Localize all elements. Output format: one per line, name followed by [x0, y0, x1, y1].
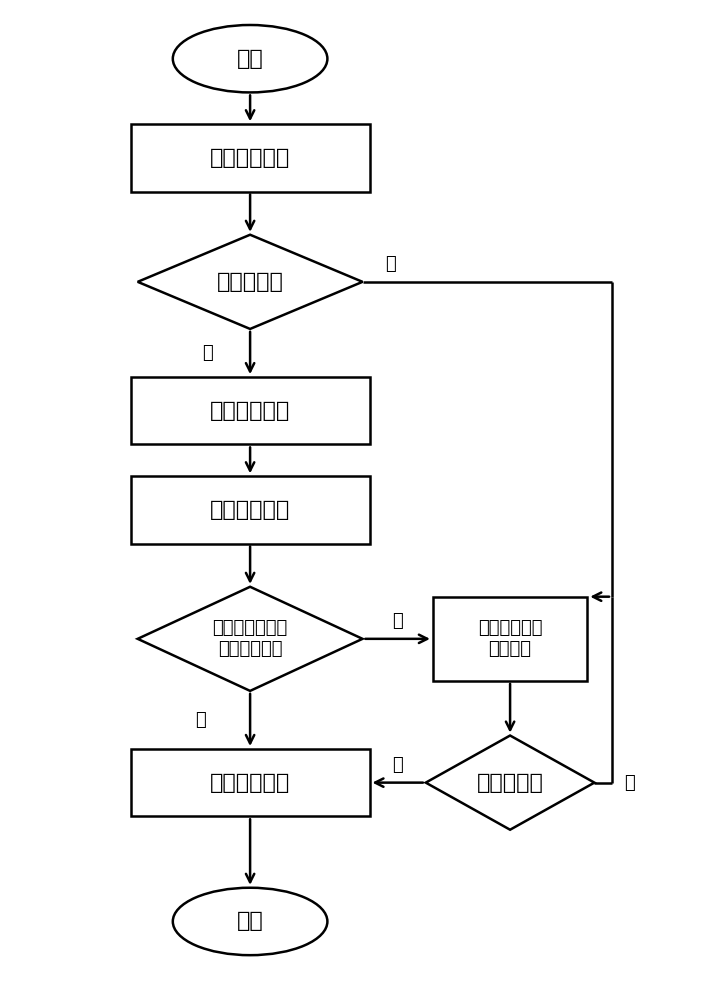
FancyBboxPatch shape	[131, 476, 370, 544]
Ellipse shape	[173, 25, 327, 92]
Text: 封堵气体管路: 封堵气体管路	[210, 401, 290, 421]
Text: 否: 否	[385, 255, 396, 273]
Polygon shape	[426, 736, 594, 830]
Text: 确认不良？: 确认不良？	[476, 773, 543, 793]
FancyBboxPatch shape	[433, 597, 587, 681]
Text: 是: 是	[203, 344, 213, 362]
Ellipse shape	[173, 888, 327, 955]
Polygon shape	[138, 587, 363, 691]
Text: 当前气压值达到
预设气压值？: 当前气压值达到 预设气压值？	[213, 619, 288, 658]
FancyBboxPatch shape	[131, 377, 370, 444]
Polygon shape	[138, 235, 363, 329]
Text: 否: 否	[624, 774, 635, 792]
FancyBboxPatch shape	[131, 124, 370, 192]
Text: 检测夹爪松开: 检测夹爪松开	[210, 773, 290, 793]
Text: 结束: 结束	[237, 911, 264, 931]
Text: 发出检测不良
预警信号: 发出检测不良 预警信号	[478, 619, 542, 658]
Text: 开始: 开始	[237, 49, 264, 69]
Text: 否: 否	[392, 612, 403, 630]
Text: 启动充气组件: 启动充气组件	[210, 500, 290, 520]
FancyBboxPatch shape	[131, 749, 370, 816]
Text: 检测夹爪夹紧: 检测夹爪夹紧	[210, 148, 290, 168]
Text: 是: 是	[392, 756, 403, 774]
Text: 是: 是	[196, 711, 206, 729]
Text: 装配正确？: 装配正确？	[217, 272, 284, 292]
